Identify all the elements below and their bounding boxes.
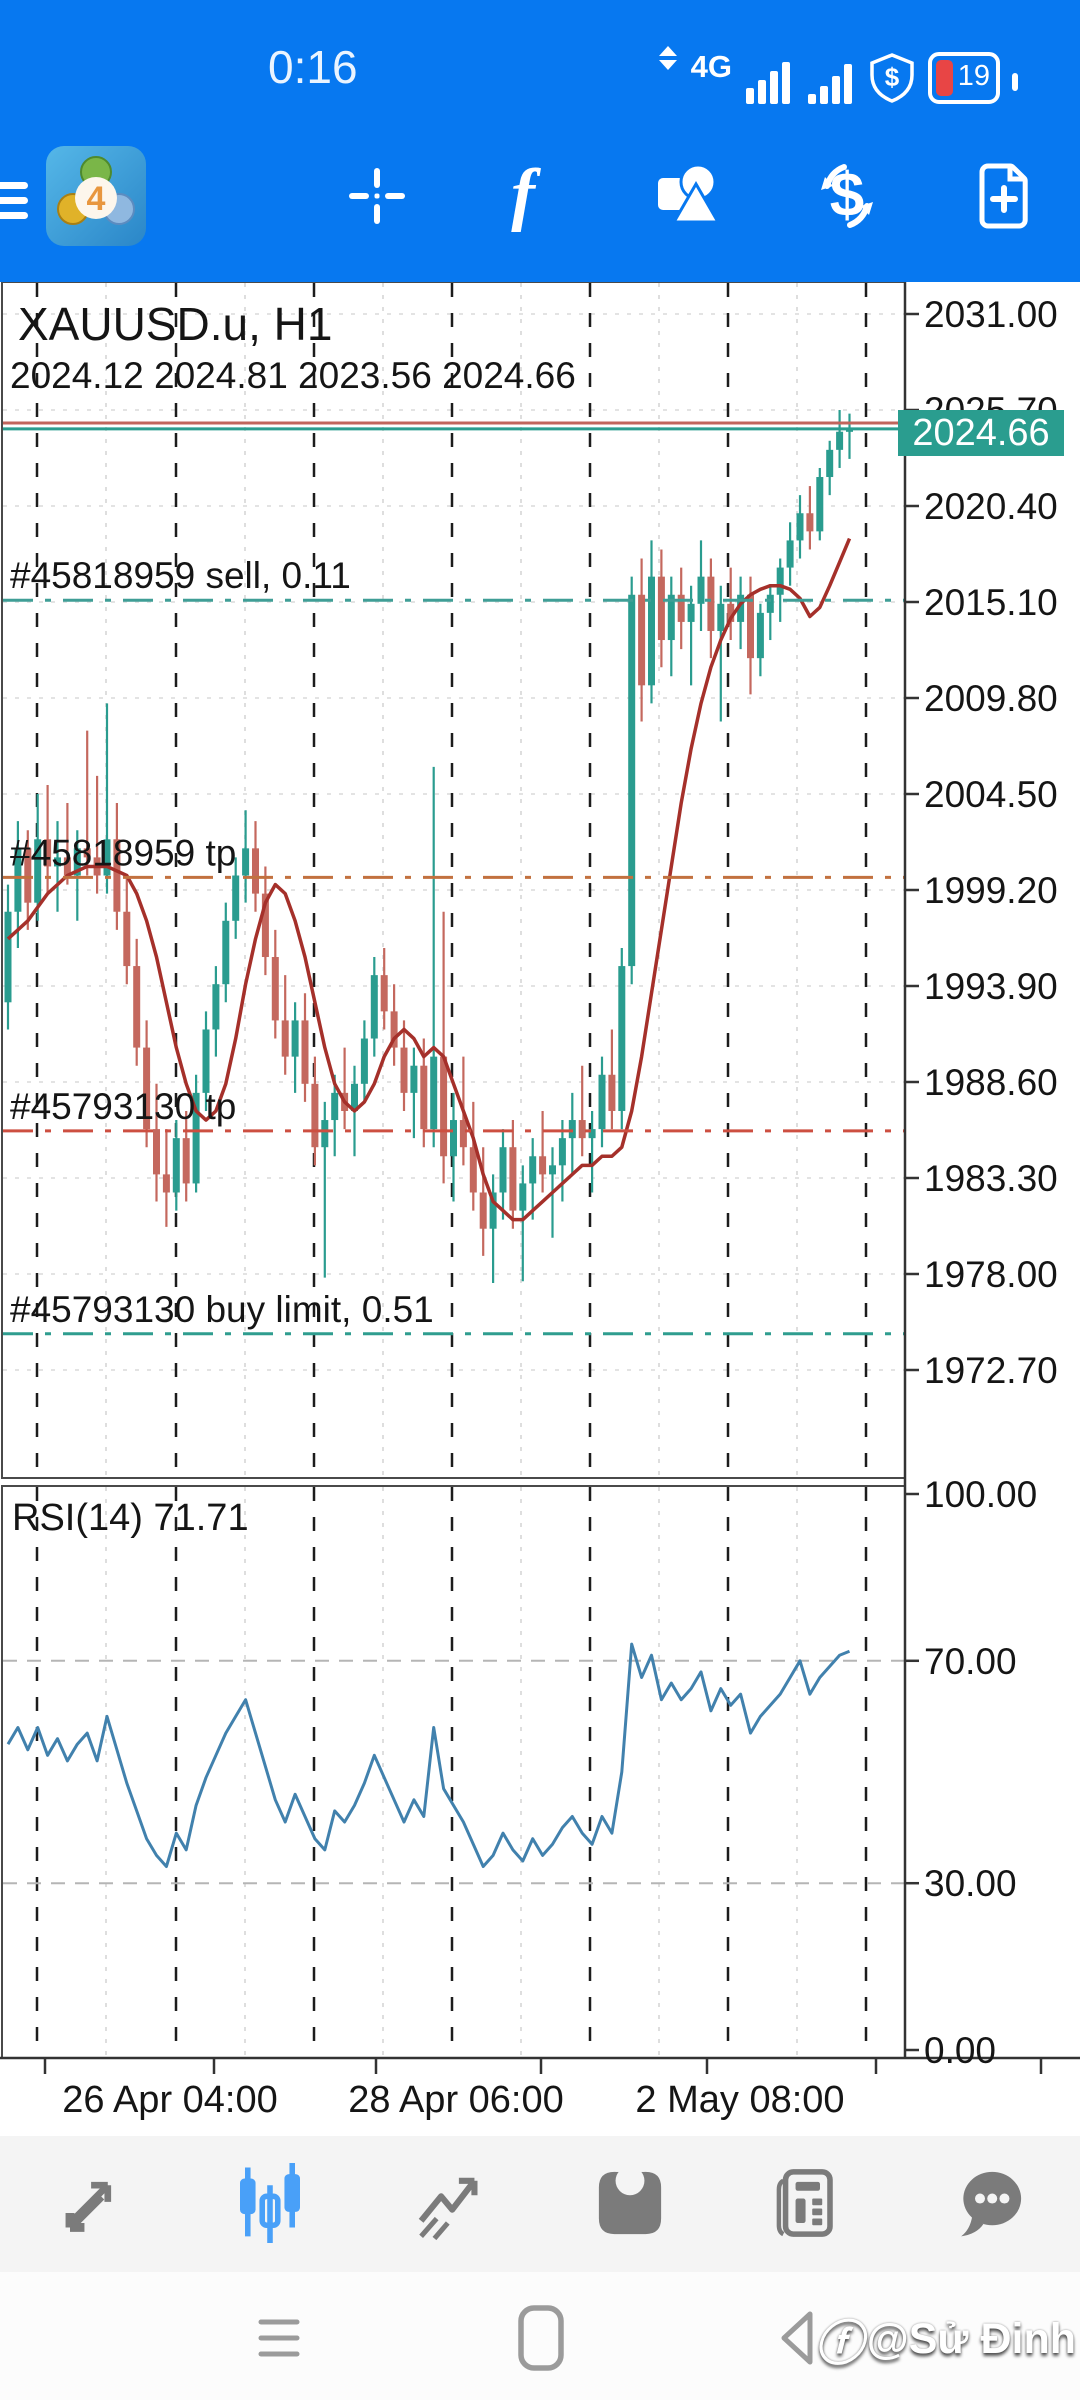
battery-level-fill xyxy=(936,60,953,96)
rsi-line xyxy=(6,1642,851,1869)
back-icon[interactable] xyxy=(764,2302,836,2374)
signal-bars-sim2-icon xyxy=(808,64,852,104)
status-icons: 4G $ 19 xyxy=(657,44,1018,104)
status-clock: 0:16 xyxy=(268,41,358,93)
android-nav-bar: ⓕ @Sử Đinh xyxy=(0,2272,1080,2400)
order-line-label: #45793130 buy limit, 0.51 xyxy=(10,1289,434,1330)
svg-text:0.00: 0.00 xyxy=(924,2030,996,2071)
svg-text:26 Apr 04:00: 26 Apr 04:00 xyxy=(62,2079,278,2121)
app-header: 0:16 4G $ 19 xyxy=(0,0,1080,282)
trade-dollar-icon[interactable]: $ xyxy=(811,160,883,232)
order-line-label: #45818959 tp xyxy=(10,832,236,873)
svg-text:1983.30: 1983.30 xyxy=(924,1158,1058,1199)
news-tab-icon[interactable] xyxy=(768,2162,852,2246)
main-panel xyxy=(1,281,906,1479)
order-line-label: #45793130 tp xyxy=(10,1086,236,1127)
svg-text:2031.00: 2031.00 xyxy=(924,294,1058,335)
indicator-function-icon[interactable]: f xyxy=(487,154,559,234)
svg-text:2 May 08:00: 2 May 08:00 xyxy=(635,2079,844,2121)
home-icon[interactable] xyxy=(505,2302,577,2374)
security-shield-dollar-icon: $ xyxy=(870,53,914,103)
svg-text:28 Apr 06:00: 28 Apr 06:00 xyxy=(348,2079,564,2121)
recents-icon[interactable] xyxy=(247,2302,319,2374)
svg-text:1988.60: 1988.60 xyxy=(924,1062,1058,1103)
signal-bars-icon xyxy=(746,62,790,104)
current-price-badge: 2024.66 xyxy=(898,410,1064,456)
new-order-icon[interactable] xyxy=(968,160,1040,232)
svg-text:1972.70: 1972.70 xyxy=(924,1350,1058,1391)
battery-cap xyxy=(1012,73,1018,91)
chart-symbol-title: XAUUSD.u, H1 xyxy=(18,298,332,350)
facebook-icon: ⓕ xyxy=(814,2318,863,2371)
svg-text:2004.50: 2004.50 xyxy=(924,774,1058,815)
price-axis[interactable]: 2031.002025.702020.402015.102009.802004.… xyxy=(905,294,1058,2071)
svg-text:2024.66: 2024.66 xyxy=(912,412,1049,454)
svg-text:1999.20: 1999.20 xyxy=(924,870,1058,911)
svg-text:$: $ xyxy=(885,62,900,92)
ma-line xyxy=(6,537,852,1222)
svg-text:70.00: 70.00 xyxy=(924,1641,1017,1682)
candlestick-series xyxy=(4,409,853,1284)
menu-icon[interactable] xyxy=(0,180,32,228)
svg-text:f: f xyxy=(511,160,541,232)
battery-percent: 19 xyxy=(957,60,990,92)
messages-tab-icon[interactable] xyxy=(948,2162,1032,2246)
network-activity-arrows-icon xyxy=(658,46,677,70)
mt4-logo[interactable]: 4 xyxy=(46,146,146,246)
bottom-toolbar xyxy=(0,2136,1080,2272)
order-line-label: #45818959 sell, 0.11 xyxy=(10,555,351,596)
time-axis[interactable]: 26 Apr 04:00 28 Apr 06:00 2 May 08:00 xyxy=(62,2079,844,2121)
mt4-logo-badge: 4 xyxy=(87,180,106,218)
svg-text:2015.10: 2015.10 xyxy=(924,582,1058,623)
objects-icon[interactable] xyxy=(652,160,724,232)
charts-tab-icon[interactable] xyxy=(228,2162,312,2246)
svg-text:30.00: 30.00 xyxy=(924,1863,1017,1904)
network-type-label: 4G xyxy=(690,49,732,84)
rsi-panel xyxy=(1,1485,906,2059)
svg-text:2020.40: 2020.40 xyxy=(924,486,1058,527)
svg-text:2009.80: 2009.80 xyxy=(924,678,1058,719)
watermark-text: @Sử Đinh xyxy=(866,2314,1076,2363)
chart-ohlc-values: 2024.12 2024.81 2023.56 2024.66 xyxy=(10,355,576,396)
history-tab-icon[interactable] xyxy=(588,2162,672,2246)
crosshair-icon[interactable] xyxy=(341,160,413,232)
svg-text:1978.00: 1978.00 xyxy=(924,1254,1058,1295)
quotes-tab-icon[interactable] xyxy=(48,2162,132,2246)
watermark: ⓕ @Sử Đinh xyxy=(815,2304,1076,2374)
trade-tab-icon[interactable] xyxy=(408,2162,492,2246)
svg-text:1993.90: 1993.90 xyxy=(924,966,1058,1007)
svg-text:100.00: 100.00 xyxy=(924,1474,1037,1515)
battery-icon: 19 xyxy=(928,52,1000,104)
rsi-indicator-label: RSI(14) 71.71 xyxy=(12,1497,249,1539)
